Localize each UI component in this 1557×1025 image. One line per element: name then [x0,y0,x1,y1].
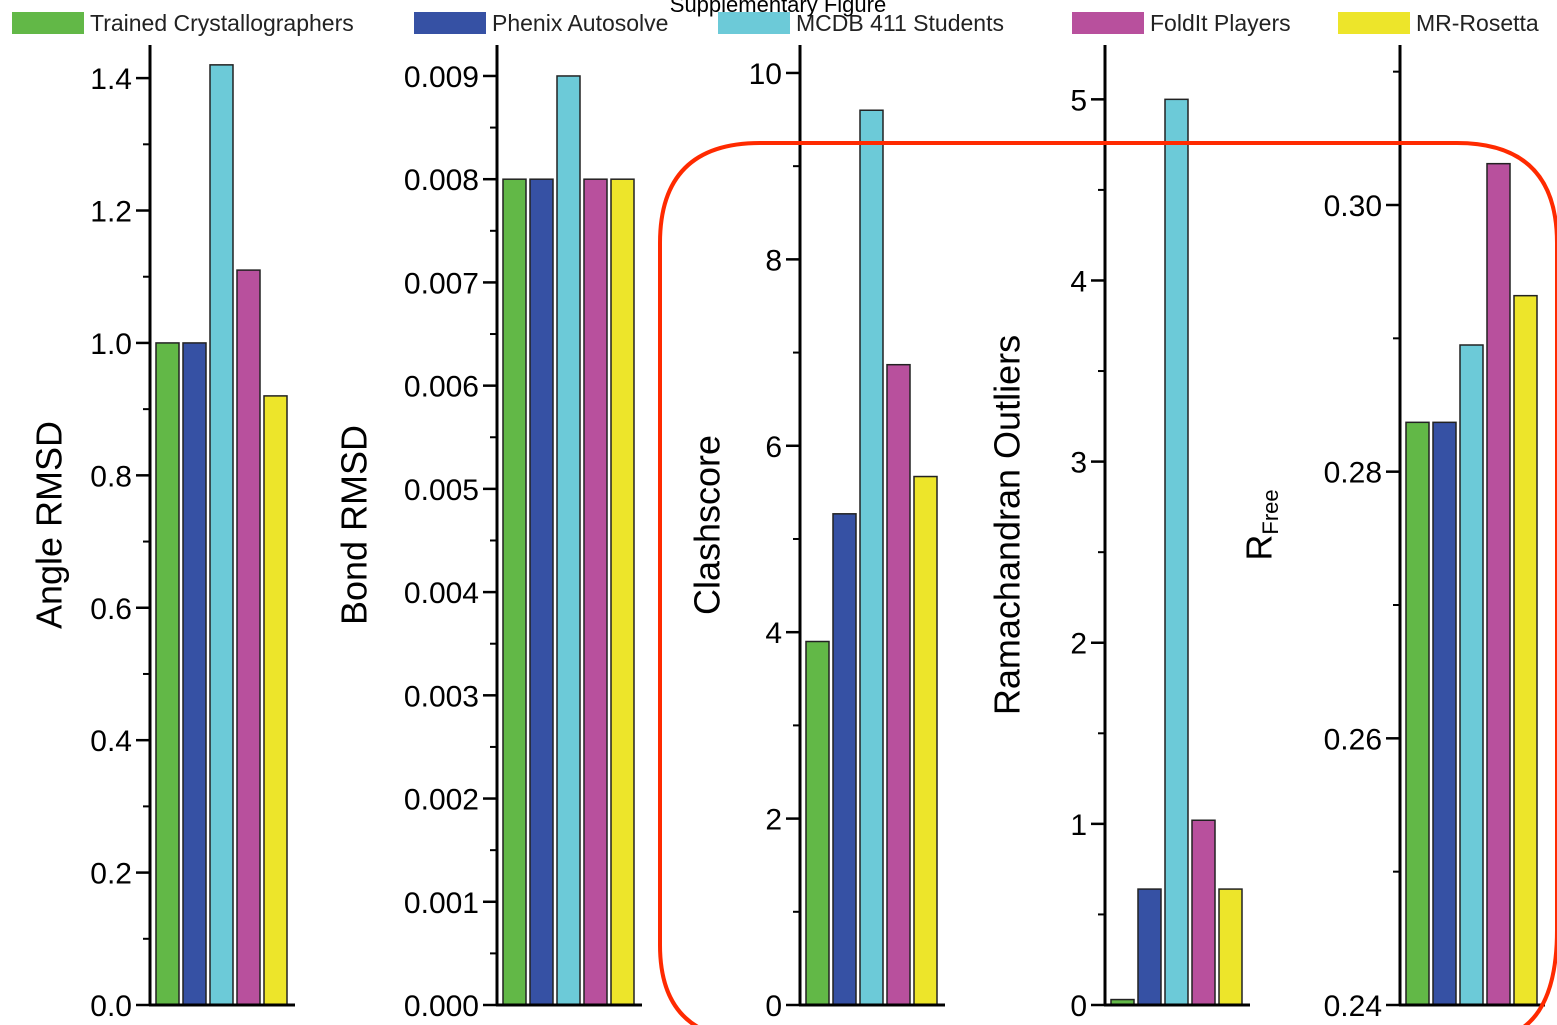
y-tick-label: 0.007 [404,267,479,300]
legend-label: MR-Rosetta [1416,9,1539,36]
y-tick-label: 8 [765,244,782,277]
y-tick-label: 1 [1070,809,1087,842]
y-tick-label: 0.2 [90,858,132,891]
y-tick-label: 0.26 [1324,723,1382,756]
y-tick-label: 0 [1070,990,1087,1023]
legend-item-mr-rosetta: MR-Rosetta [1338,8,1539,38]
y-tick-label: 0.28 [1324,457,1382,490]
y-tick-label: 2 [1070,628,1087,661]
bar-trained-crystallographers [1405,421,1430,1006]
y-tick-label: 1.2 [90,196,132,229]
y-tick-label: 0.009 [404,61,479,94]
bar-mcdb-411-students [1164,98,1189,1006]
y-axis-label-subscript: Free [1258,489,1283,534]
legend-label: Phenix Autosolve [492,9,669,36]
bar-phenix-autosolve [1137,888,1162,1006]
y-tick-label: 0.24 [1324,990,1382,1023]
bar-phenix-autosolve [1432,421,1457,1006]
y-axis-label: RFree [1239,489,1283,560]
bar-mr-rosetta [1218,888,1243,1006]
chart-panel-5: 0.24 0.26 0.28 0.30 RFree [1239,45,1545,1023]
bar-foldit-players [236,269,261,1006]
y-tick-label: 0 [765,990,782,1023]
y-tick-label: 0.003 [404,680,479,713]
y-tick-label: 2 [765,804,782,837]
bar-foldit-players [886,363,911,1006]
bar-mr-rosetta [610,178,635,1006]
legend-item-foldit-players: FoldIt Players [1072,8,1291,38]
bar-phenix-autosolve [529,178,554,1006]
chart-panel-1: 0.0 0.2 0.4 0.6 0.8 1.0 1.2 1.4 Angle RMSD [29,45,295,1023]
y-tick-label: 1.4 [90,63,132,96]
legend-swatch [414,12,486,34]
y-tick-label: 5 [1070,84,1087,117]
y-tick-label: 1.0 [90,328,132,361]
bar-foldit-players [583,178,608,1006]
bar-trained-crystallographers [155,342,180,1006]
bar-mcdb-411-students [556,75,581,1006]
legend-swatch [1072,12,1144,34]
bar-mcdb-411-students [209,64,234,1006]
y-tick-label: 0.001 [404,887,479,920]
chart-panel-2: 0.000 0.001 0.002 0.003 0.004 0.005 0.006 0.007… [334,45,642,1023]
y-tick-label: 0.6 [90,593,132,626]
y-tick-label: 0.005 [404,474,479,507]
legend-swatch [718,12,790,34]
y-axis-label: Bond RMSD [334,425,375,625]
y-tick-label: 3 [1070,447,1087,480]
y-tick-label: 0.8 [90,460,132,493]
bar-mr-rosetta [913,475,938,1006]
y-tick-label: 0.004 [404,577,479,610]
y-tick-label: 4 [1070,265,1087,298]
bar-phenix-autosolve [182,342,207,1006]
y-tick-label: 0.4 [90,725,132,758]
bar-trained-crystallographers [805,640,830,1006]
bar-mcdb-411-students [859,109,884,1006]
highlight-frame [658,141,1557,1025]
legend-item-phenix-autosolve: Phenix Autosolve [414,8,668,38]
bar-mr-rosetta [263,395,288,1006]
y-tick-label: 6 [765,431,782,464]
y-tick-label: 0.000 [404,990,479,1023]
y-tick-label: 0.008 [404,164,479,197]
bar-foldit-players [1486,162,1511,1006]
y-tick-label: 0.002 [404,784,479,817]
legend-swatch [1338,12,1410,34]
chart-panel-4: 0 1 2 3 4 5 Ramachandran Outliers [987,45,1250,1023]
bar-mcdb-411-students [1459,344,1484,1006]
y-tick-label: 0.30 [1324,190,1382,223]
legend: Trained Crystallographers Phenix Autosol… [0,4,1557,42]
y-tick-label: 4 [765,617,782,650]
y-tick-label: 0.006 [404,371,479,404]
legend-item-trained-crystallographers: Trained Crystallographers [12,8,354,38]
y-axis-label: Ramachandran Outliers [987,335,1028,715]
legend-label: Trained Crystallographers [90,9,354,36]
legend-swatch [12,12,84,34]
legend-label: MCDB 411 Students [796,9,1004,36]
legend-item-mcdb-411-students: MCDB 411 Students [718,8,1004,38]
legend-label: FoldIt Players [1150,9,1291,36]
bar-foldit-players [1191,819,1216,1006]
bar-phenix-autosolve [832,513,857,1006]
bar-trained-crystallographers [502,178,527,1006]
y-axis-label: Clashscore [687,435,728,615]
y-tick-label: 0.0 [90,990,132,1023]
chart-panel-3: 0 2 4 6 8 10 Clashscore [687,45,945,1023]
y-tick-label: 10 [749,58,782,91]
y-axis-label: Angle RMSD [29,421,70,629]
bar-mr-rosetta [1513,294,1538,1006]
